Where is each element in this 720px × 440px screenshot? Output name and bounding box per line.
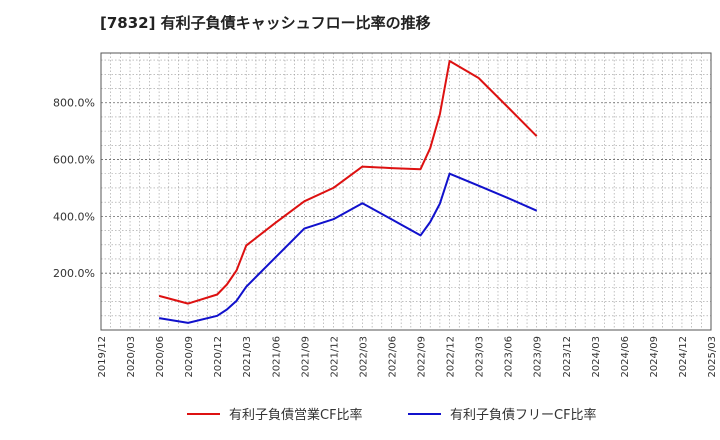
y-tick-label: 400.0% <box>53 210 95 223</box>
series-line-2 <box>158 172 538 324</box>
x-tick-label: 2022/12 <box>446 336 457 378</box>
x-tick-label: 2022/03 <box>358 336 369 378</box>
legend-label: 有利子負債フリーCF比率 <box>450 407 597 423</box>
x-tick-label: 2024/09 <box>649 336 660 378</box>
x-tick-label: 2023/06 <box>504 336 515 378</box>
x-tick-label: 2023/09 <box>533 336 544 378</box>
x-tick-label: 2023/03 <box>475 336 486 378</box>
legend: 有利子負債営業CF比率 有利子負債フリーCF比率 <box>187 407 597 423</box>
plot-frame <box>100 52 712 331</box>
x-tick-label: 2020/06 <box>155 336 166 378</box>
x-tick-label: 2021/03 <box>242 336 253 378</box>
x-axis: 2019/12 2020/03 2020/06 2020/09 2020/12 2021/… <box>97 336 718 378</box>
x-tick-label: 2022/06 <box>387 336 398 378</box>
legend-label: 有利子負債営業CF比率 <box>229 407 363 423</box>
x-tick-label: 2020/09 <box>184 336 195 378</box>
series-lines <box>158 60 538 324</box>
x-tick-label: 2024/03 <box>591 336 602 378</box>
x-tick-label: 2021/06 <box>271 336 282 378</box>
x-tick-label: 2025/03 <box>707 336 718 378</box>
y-tick-label: 800.0% <box>53 97 95 110</box>
y-tick-label: 200.0% <box>53 267 95 280</box>
y-axis: 200.0% 400.0% 600.0% 800.0% <box>53 97 95 280</box>
x-tick-label: 2021/09 <box>300 336 311 378</box>
x-tick-label: 2023/12 <box>562 336 573 378</box>
x-tick-label: 2019/12 <box>97 336 108 378</box>
y-tick-label: 600.0% <box>53 154 95 167</box>
x-tick-label: 2021/12 <box>329 336 340 378</box>
x-tick-label: 2022/09 <box>417 336 428 378</box>
plot-area <box>101 53 711 330</box>
x-tick-label: 2024/06 <box>620 336 631 378</box>
series-line-1 <box>158 60 538 305</box>
x-tick-label: 2020/12 <box>213 336 224 378</box>
x-tick-label: 2020/03 <box>126 336 137 378</box>
chart-title: [7832] 有利子負債キャッシュフロー比率の推移 <box>100 14 431 32</box>
x-tick-label: 2024/12 <box>678 336 689 378</box>
